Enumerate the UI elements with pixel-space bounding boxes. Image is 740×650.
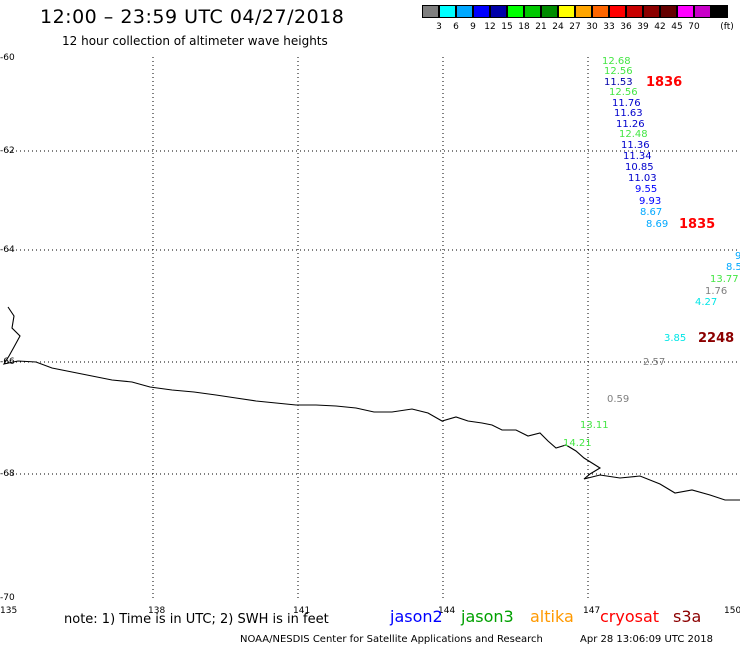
- wave-height-value: 11.03: [628, 173, 657, 184]
- scale-label: 21: [535, 22, 547, 32]
- longitude-label: 150: [724, 606, 740, 616]
- latitude-label: -60: [0, 53, 15, 63]
- scale-unit: (ft): [720, 22, 734, 32]
- latitude-label: -68: [0, 469, 15, 479]
- scale-swatch: [490, 5, 507, 18]
- scale-label: 33: [603, 22, 615, 32]
- latitude-label: -62: [0, 146, 15, 156]
- scale-swatch: [643, 5, 660, 18]
- scale-label: 30: [586, 22, 598, 32]
- scale-swatch: [609, 5, 626, 18]
- pass-time-label: 2248: [698, 331, 734, 346]
- longitude-label: 135: [0, 606, 17, 616]
- wave-height-value: 4.27: [695, 297, 717, 308]
- pass-time-labels: 1836 1835 2248: [646, 75, 734, 346]
- wave-height-value: 3.85: [664, 333, 686, 344]
- scale-label: 70: [688, 22, 700, 32]
- wave-height-value: 13.11: [580, 420, 609, 431]
- satellite-legend-item: altika: [530, 607, 574, 626]
- satellite-legend-item: s3a: [673, 607, 702, 626]
- scale-swatch: [541, 5, 558, 18]
- wave-height-value: 9: [735, 251, 740, 262]
- wave-height-value: 11.63: [614, 108, 643, 119]
- wave-height-value: 11.76: [612, 98, 641, 109]
- scale-label: 6: [453, 22, 459, 32]
- scale-swatch: [456, 5, 473, 18]
- latitude-label: -70: [0, 593, 15, 603]
- longitude-label: 144: [438, 606, 455, 616]
- scale-label: 18: [518, 22, 530, 32]
- scale-label: 3: [436, 22, 442, 32]
- scale-swatch: [422, 5, 439, 18]
- wave-height-value: 9.55: [635, 184, 657, 195]
- scale-label: 9: [470, 22, 476, 32]
- scale-swatch: [694, 5, 711, 18]
- scale-label: 15: [501, 22, 513, 32]
- scale-swatch: [524, 5, 541, 18]
- wave-height-value: 12.48: [619, 129, 648, 140]
- scale-swatch: [660, 5, 677, 18]
- scale-label: 27: [569, 22, 581, 32]
- wave-height-value: 8.69: [646, 219, 668, 230]
- scale-swatch: [711, 5, 728, 18]
- wave-height-value: 11.36: [621, 140, 650, 151]
- scale-swatch: [677, 5, 694, 18]
- latitude-labels: -60 -62 -64 -66 -68 -70: [0, 53, 15, 603]
- scale-label: 39: [637, 22, 649, 32]
- wave-height-value: 12.56: [604, 66, 633, 77]
- longitude-label: 147: [583, 606, 600, 616]
- wave-height-value: 0.59: [607, 394, 629, 405]
- satellite-legend-item: jason2: [390, 607, 443, 626]
- pass-time-label: 1835: [679, 217, 715, 232]
- scale-swatch: [439, 5, 456, 18]
- footer-note: note: 1) Time is in UTC; 2) SWH is in fe…: [64, 612, 329, 627]
- wave-height-value: 11.34: [623, 151, 652, 162]
- map-title: 12:00 – 23:59 UTC 04/27/2018: [40, 6, 345, 28]
- wave-height-value: 8.5: [726, 262, 740, 273]
- graticule: [8, 57, 740, 600]
- scale-label: 45: [671, 22, 683, 32]
- wave-height-value: 1.76: [705, 286, 727, 297]
- wave-height-value: 8.67: [640, 207, 662, 218]
- wave-height-value: 2.57: [643, 357, 665, 368]
- longitude-label: 138: [148, 606, 165, 616]
- wave-height-value: 12.56: [609, 87, 638, 98]
- scale-label: 24: [552, 22, 564, 32]
- pass-time-label: 1836: [646, 75, 682, 90]
- latitude-label: -64: [0, 245, 15, 255]
- scale-swatch: [592, 5, 609, 18]
- scale-swatch: [626, 5, 643, 18]
- scale-label: 36: [620, 22, 632, 32]
- longitude-label: 141: [293, 606, 310, 616]
- satellite-legend-item: jason3: [461, 607, 514, 626]
- generated-timestamp: Apr 28 13:06:09 UTC 2018: [580, 634, 713, 645]
- scale-swatch: [507, 5, 524, 18]
- scale-swatch: [558, 5, 575, 18]
- wave-height-value: 14.21: [563, 438, 592, 449]
- scale-label: 42: [654, 22, 666, 32]
- scale-swatch: [575, 5, 592, 18]
- wave-height-value: 11.26: [616, 119, 645, 130]
- wave-height-value: 9.93: [639, 196, 661, 207]
- scale-swatch: [473, 5, 490, 18]
- antarctic-coastline: [2, 306, 740, 501]
- wave-height-value: 13.77: [710, 274, 739, 285]
- wave-height-value: 12.68: [602, 56, 631, 67]
- credit-line: NOAA/NESDIS Center for Satellite Applica…: [240, 634, 543, 645]
- wave-height-value: 10.85: [625, 162, 654, 173]
- wave-height-observations: 12.6812.5611.5312.5611.7611.6311.2612.48…: [563, 56, 740, 449]
- map-subtitle: 12 hour collection of altimeter wave hei…: [62, 34, 328, 48]
- longitude-labels: 135 138 141 144 147 150: [0, 606, 740, 616]
- satellite-legend-item: cryosat: [600, 607, 660, 626]
- latitude-label: -66: [0, 357, 15, 367]
- wave-height-value: 11.53: [604, 77, 633, 88]
- scale-label: 12: [484, 22, 496, 32]
